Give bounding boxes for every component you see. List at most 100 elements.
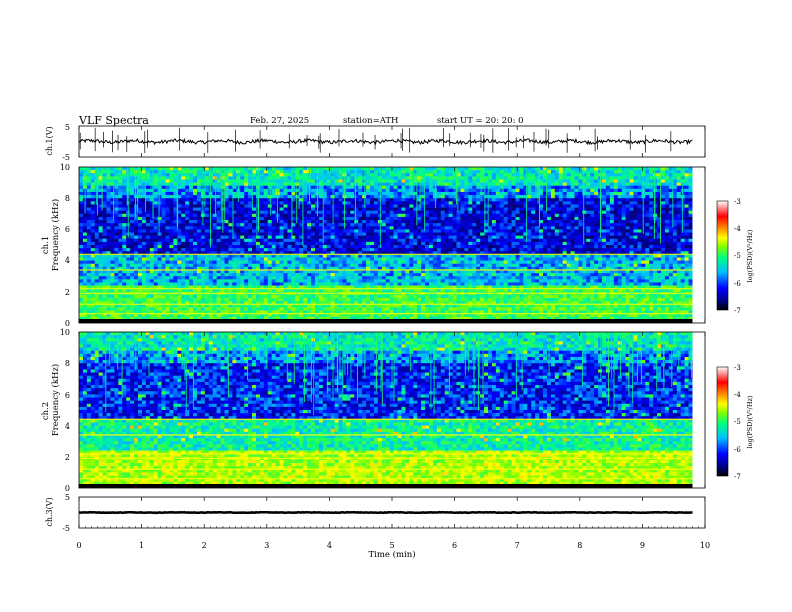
spectrogram-cell [476,235,481,240]
spectrogram-cell [546,235,552,240]
spectrogram-cell [216,185,221,190]
spectrogram-cell [448,257,453,261]
spectrogram-cell [165,207,170,211]
spectrogram-cell [578,179,583,183]
spectrogram-cell [605,198,611,202]
spectrogram-cell [566,198,571,202]
spectrogram-cell [259,216,265,221]
spectrogram-cell [621,223,626,227]
spectrogram-cell [228,204,233,208]
spectrogram-cell [468,260,473,265]
spectrogram-cell [381,207,387,211]
spectrogram-cell [224,204,229,208]
spectrogram-cell [515,170,520,174]
spectrogram-cell [271,251,276,255]
spectrogram-cell [173,220,178,224]
spectrogram-cell [267,173,272,177]
spectrogram-cell [204,191,210,196]
spectrogram-cell [444,220,449,224]
spectrogram-cell [370,251,375,255]
spectrogram-cell [499,226,505,230]
spectrogram-cell [440,241,446,246]
spectrogram-cell [259,223,265,227]
spectrogram-cell [609,204,615,208]
spectrogram-cell [664,195,670,199]
spectrogram-cell [358,235,363,240]
spectrogram-cell [507,170,512,174]
spectrogram-cell [204,198,210,202]
spectrogram-cell [503,232,508,236]
spectrogram-cell [511,260,516,265]
spectrogram-cell [141,223,147,227]
spectrogram-cell [621,241,626,246]
spectrogram-cell [543,213,548,218]
spectrogram-cell [354,226,359,230]
spectrogram-cell [421,198,426,202]
spectrogram-cell [653,260,658,265]
spectrogram-cell [189,238,194,243]
spectrogram-cell [240,220,245,224]
spectrogram-cell [141,248,147,252]
spectrogram-cell [617,167,622,171]
spectrogram-cell [613,235,619,240]
spectrogram-cell [684,182,689,187]
spectrogram-cell [464,204,469,208]
spectrogram-cell [86,263,92,268]
spectrogram-cell [605,235,611,240]
spectrogram-cell [515,254,520,258]
spectrogram-cell [578,251,583,255]
spectrogram-cell [153,176,158,180]
spectrogram-cell [244,201,249,205]
spectrogram-cell [303,260,308,265]
spectrogram-cell [165,245,170,249]
spectrogram-cell [444,213,449,218]
spectrogram-cell [421,223,426,227]
spectrogram-cell [90,182,96,187]
spectrogram-cell [405,179,410,183]
spectrogram-cell [633,188,638,193]
spectrogram-cell [204,223,210,227]
spectrogram-cell [633,185,638,190]
spectrogram-cell [664,185,670,190]
spectrogram-cell [539,182,544,187]
spectrogram-cell [94,254,99,258]
spectrogram-cell [303,188,308,193]
spectrogram-cell [232,241,237,246]
spectrogram-cell [649,173,654,177]
spectrogram-cell [562,241,567,246]
spectrogram-cell [362,229,367,233]
spectrogram-cell [338,229,343,233]
spectrogram-cell [460,254,465,258]
spectrogram-cell [468,176,473,180]
spectrogram-cell [354,210,359,215]
spectrogram-cell [503,257,508,261]
spectrogram-cell [134,220,139,224]
spectrogram-cell [130,170,135,174]
spectrogram-cell [397,257,402,261]
spectrogram-cell [90,191,96,196]
spectrogram-cell [153,191,158,196]
spectrogram-cell [381,195,387,199]
spectrogram-cell [326,216,331,221]
spectrogram-cell [480,207,485,211]
spectrogram-cell [664,198,670,202]
spectrogram-cell [527,229,532,233]
spectrogram-cell [350,213,355,218]
spectrogram-cell [480,195,485,199]
spectrogram-cell [118,204,123,208]
spectrogram-cell [161,216,166,221]
spectrogram-cell [605,185,611,190]
spectrogram-cell [566,232,571,236]
spectrogram-cell [539,229,544,233]
spectrogram-cell [342,232,347,236]
spectrogram-cell [484,204,489,208]
spectrogram-cell [149,248,155,252]
spectrogram-cell [350,198,355,202]
spectrogram-cell [436,176,442,180]
spectrogram-cell [299,207,304,211]
spectrogram-cell [79,226,84,230]
spectrogram-cell [472,198,477,202]
spectrogram-cell [196,198,202,202]
spectrogram-cell [421,226,426,230]
spectrogram-cell [507,201,512,205]
